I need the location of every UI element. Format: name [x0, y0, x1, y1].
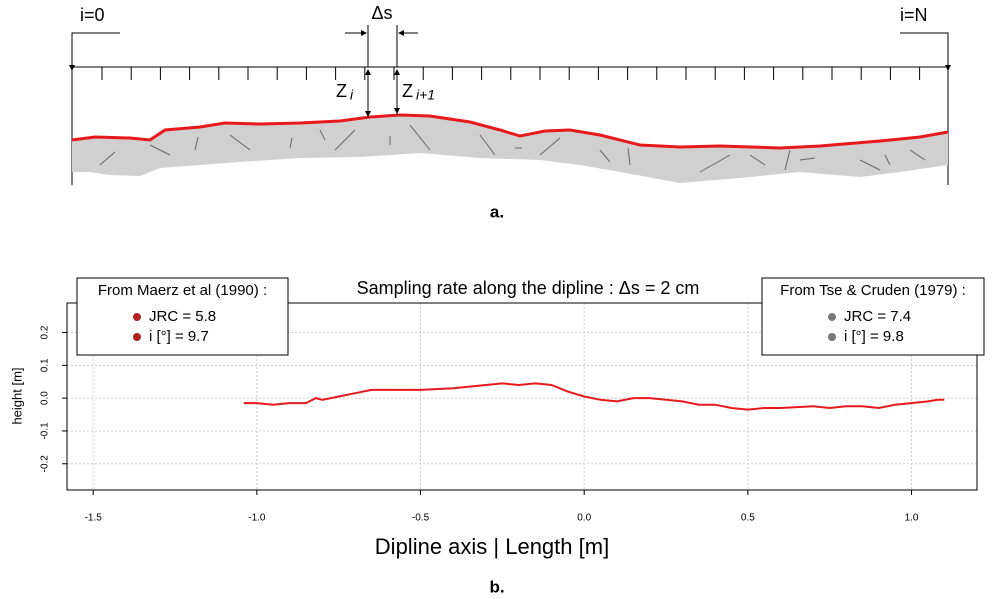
- legend-entry: JRC = 7.4: [844, 308, 911, 325]
- caption: b.: [489, 577, 504, 596]
- label: Z: [402, 81, 413, 101]
- y-axis-label: height [m]: [9, 367, 24, 424]
- label: i=N: [900, 5, 928, 25]
- legend-box: [76, 277, 289, 356]
- legend-marker: [133, 313, 141, 321]
- x-tick-label: 0.5: [741, 513, 755, 524]
- x-tick-label: 1.0: [905, 513, 919, 524]
- chart-title: Sampling rate along the dipline : Δs = 2…: [357, 278, 700, 298]
- label: i=0: [80, 5, 105, 25]
- x-tick-label: -1.0: [248, 513, 266, 524]
- label: Z: [336, 81, 347, 101]
- tick-row: [101, 67, 921, 80]
- legend-box: [761, 277, 985, 356]
- y-tick-label: 0.0: [40, 391, 51, 405]
- label: i+1: [416, 87, 435, 103]
- bracket-start: [69, 32, 120, 71]
- legend-marker: [828, 313, 836, 321]
- legend-entry: JRC = 5.8: [149, 308, 216, 325]
- legend-marker: [828, 333, 836, 341]
- legend-title: From Tse & Cruden (1979) :: [780, 282, 966, 299]
- legend-entry: i [°] = 9.8: [844, 328, 904, 345]
- legend-entry: i [°] = 9.7: [149, 328, 209, 345]
- cracks: [99, 124, 926, 173]
- caption: a.: [490, 202, 504, 221]
- label: i: [350, 87, 354, 103]
- x-tick-label: -1.5: [85, 513, 103, 524]
- bracket-end: [900, 32, 951, 71]
- plot-frame: [66, 302, 978, 491]
- diagram: [69, 25, 951, 185]
- chart: -1.5 -1.0 -0.5 0.0 0.5 1.0 -0.2 -0.1 0.0 0.1 0.2 Di…: [9, 277, 985, 596]
- y-tick-label: -0.2: [40, 455, 51, 473]
- data-line: [243, 382, 945, 411]
- x-tick-label: 0.0: [577, 513, 591, 524]
- profile: [71, 113, 949, 150]
- rock-mass: [72, 115, 948, 183]
- legend-marker: [133, 333, 141, 341]
- step-guide: [367, 25, 398, 67]
- label: Δs: [371, 3, 392, 23]
- x-axis-label: Dipline axis | Length [m]: [375, 534, 609, 559]
- x-tick-label: -0.5: [412, 513, 430, 524]
- y-tick-label: -0.1: [40, 422, 51, 440]
- y-tick-label: 0.2: [40, 325, 51, 339]
- legend-title: From Maerz et al (1990) :: [98, 282, 267, 299]
- y-tick-label: 0.1: [40, 358, 51, 372]
- frame: [71, 66, 949, 185]
